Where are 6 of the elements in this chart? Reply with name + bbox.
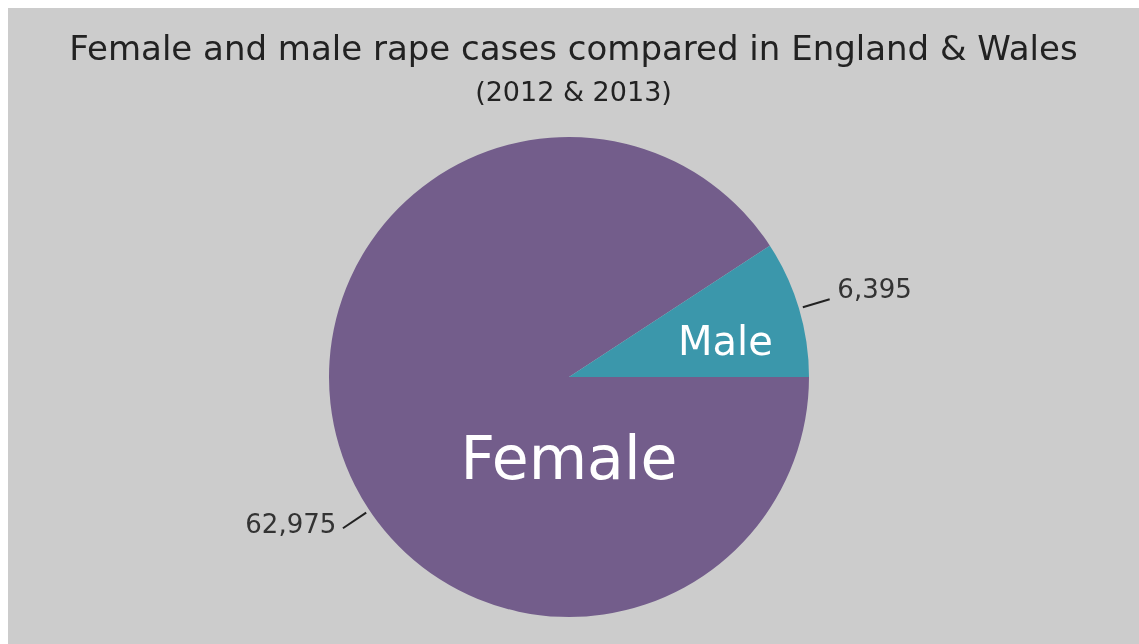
data-label: 62,975 [245,509,337,540]
chart-subtitle: (2012 & 2013) [474,76,673,107]
data-label: 6,395 [837,273,912,304]
slice-label: Female [460,422,678,493]
slice-label: Male [678,317,773,364]
chart-title: Female and male rape cases compared in England & Wales [68,28,1079,68]
